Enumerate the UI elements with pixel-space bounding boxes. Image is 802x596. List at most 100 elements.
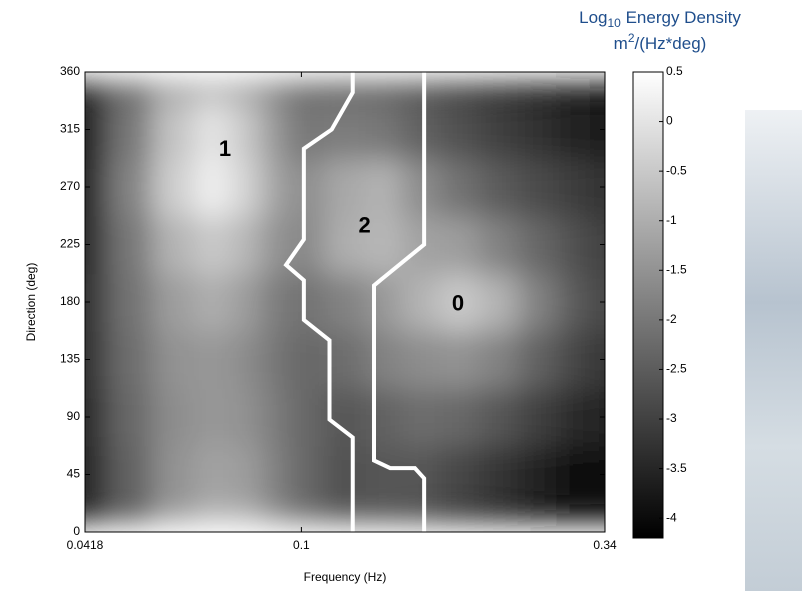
contour-cell bbox=[478, 330, 519, 390]
contour-cell bbox=[193, 158, 231, 217]
contour-cell bbox=[517, 503, 558, 522]
contour-cell bbox=[517, 388, 558, 447]
contour-cell bbox=[152, 100, 195, 160]
y-tick-label: 225 bbox=[60, 237, 80, 251]
contour-cell bbox=[152, 330, 195, 390]
contour-cell bbox=[229, 158, 262, 217]
contour-cell bbox=[517, 330, 558, 390]
y-tick-label: 270 bbox=[60, 179, 80, 193]
contour-cell bbox=[193, 83, 231, 102]
contour-cell bbox=[193, 330, 231, 390]
colorbar bbox=[632, 71, 664, 539]
contour-cell bbox=[107, 158, 154, 217]
background-photo bbox=[745, 110, 802, 591]
contour-cell bbox=[556, 158, 591, 217]
contour-cell bbox=[152, 388, 195, 447]
contour-cell bbox=[478, 158, 519, 217]
contour-cell bbox=[260, 273, 290, 332]
contour-cell bbox=[589, 388, 605, 447]
contour-cell bbox=[85, 100, 109, 160]
contour-cell bbox=[401, 503, 441, 522]
contour-cell bbox=[229, 273, 262, 332]
y-tick-label: 135 bbox=[60, 352, 80, 366]
contour-cell bbox=[229, 100, 262, 160]
contour-cell bbox=[365, 388, 403, 447]
contour-cell bbox=[260, 503, 290, 522]
contour-cell bbox=[589, 503, 605, 522]
contour-cell bbox=[193, 100, 231, 160]
contour-cell bbox=[152, 215, 195, 275]
x-tick-label: 0.34 bbox=[593, 538, 617, 552]
contour-cell bbox=[260, 445, 290, 505]
peak-label: 2 bbox=[358, 212, 370, 237]
colorbar-title: Log10 Energy Density bbox=[579, 8, 741, 30]
contour-cell bbox=[401, 158, 441, 217]
contour-cell bbox=[439, 330, 480, 390]
contour-cell bbox=[478, 445, 519, 505]
peak-label: 1 bbox=[219, 136, 231, 161]
contour-cells bbox=[85, 83, 605, 522]
contour-cell bbox=[478, 100, 519, 160]
contour-cell bbox=[478, 503, 519, 522]
contour-cell bbox=[85, 273, 109, 332]
contour-cell bbox=[288, 158, 326, 217]
contour-cell bbox=[589, 158, 605, 217]
contour-cell bbox=[365, 273, 403, 332]
x-tick-label: 0.0418 bbox=[67, 538, 104, 552]
contour-cell bbox=[85, 330, 109, 390]
contour-cell bbox=[556, 330, 591, 390]
contour-cell bbox=[401, 83, 441, 102]
contour-cell bbox=[288, 503, 326, 522]
contour-cell bbox=[260, 83, 290, 102]
contour-cell bbox=[556, 273, 591, 332]
y-tick-label: 360 bbox=[60, 64, 80, 78]
contour-cell bbox=[324, 273, 367, 332]
contour-cell bbox=[365, 215, 403, 275]
contour-cell bbox=[229, 503, 262, 522]
colorbar-tick-label: -2.5 bbox=[666, 362, 687, 376]
contour-cell bbox=[85, 83, 109, 102]
contour-cell bbox=[517, 100, 558, 160]
contour-cell bbox=[517, 215, 558, 275]
contour-cell bbox=[193, 503, 231, 522]
contour-cell bbox=[85, 158, 109, 217]
contour-cell bbox=[589, 445, 605, 505]
contour-cell bbox=[152, 273, 195, 332]
contour-cell bbox=[589, 83, 605, 102]
contour-cell bbox=[556, 83, 591, 102]
contour-cell bbox=[478, 83, 519, 102]
y-tick-label: 180 bbox=[60, 294, 80, 308]
contour-cell bbox=[401, 273, 441, 332]
y-tick-label: 0 bbox=[73, 524, 80, 538]
contour-cell bbox=[324, 503, 367, 522]
contour-cell bbox=[324, 445, 367, 505]
contour-cell bbox=[439, 445, 480, 505]
contour-cell bbox=[107, 503, 154, 522]
colorbar-tick-label: -1 bbox=[666, 213, 677, 227]
contour-cell bbox=[324, 83, 367, 102]
y-tick-label: 45 bbox=[67, 467, 81, 481]
contour-cell bbox=[229, 445, 262, 505]
contour-cell bbox=[439, 503, 480, 522]
colorbar-tick-label: -1.5 bbox=[666, 262, 687, 276]
contour-cell bbox=[288, 330, 326, 390]
contour-cell bbox=[324, 158, 367, 217]
contour-cell bbox=[107, 330, 154, 390]
contour-cell bbox=[85, 388, 109, 447]
contour-cell bbox=[439, 100, 480, 160]
contour-cell bbox=[107, 83, 154, 102]
contour-cell bbox=[260, 388, 290, 447]
contour-cell bbox=[107, 273, 154, 332]
contour-cell bbox=[589, 273, 605, 332]
contour-cell bbox=[478, 388, 519, 447]
contour-cell bbox=[85, 503, 109, 522]
contour-cell bbox=[193, 388, 231, 447]
contour-cell bbox=[589, 215, 605, 275]
contour-cell bbox=[260, 100, 290, 160]
contour-cell bbox=[517, 273, 558, 332]
contour-cell bbox=[365, 158, 403, 217]
colorbar-tick-label: -4 bbox=[666, 510, 677, 524]
contour-cell bbox=[478, 273, 519, 332]
contour-cell bbox=[288, 215, 326, 275]
